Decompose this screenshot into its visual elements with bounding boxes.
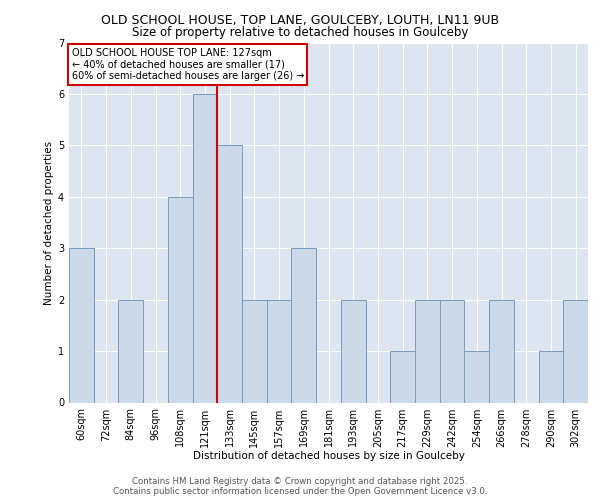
Text: OLD SCHOOL HOUSE TOP LANE: 127sqm
← 40% of detached houses are smaller (17)
60% : OLD SCHOOL HOUSE TOP LANE: 127sqm ← 40% … xyxy=(71,48,304,81)
Bar xyxy=(489,300,514,403)
Bar xyxy=(267,300,292,403)
Bar xyxy=(563,300,588,403)
Y-axis label: Number of detached properties: Number of detached properties xyxy=(44,140,54,304)
Bar xyxy=(118,300,143,403)
Text: Size of property relative to detached houses in Goulceby: Size of property relative to detached ho… xyxy=(132,26,468,39)
Bar xyxy=(440,300,464,403)
Bar xyxy=(69,248,94,402)
Bar xyxy=(539,351,563,403)
Bar xyxy=(242,300,267,403)
Bar xyxy=(193,94,217,402)
Bar xyxy=(390,351,415,403)
Bar xyxy=(464,351,489,403)
Bar xyxy=(341,300,365,403)
Bar xyxy=(217,146,242,402)
Text: Contains HM Land Registry data © Crown copyright and database right 2025.
Contai: Contains HM Land Registry data © Crown c… xyxy=(113,476,487,496)
X-axis label: Distribution of detached houses by size in Goulceby: Distribution of detached houses by size … xyxy=(193,451,464,461)
Bar xyxy=(415,300,440,403)
Bar xyxy=(168,197,193,402)
Text: OLD SCHOOL HOUSE, TOP LANE, GOULCEBY, LOUTH, LN11 9UB: OLD SCHOOL HOUSE, TOP LANE, GOULCEBY, LO… xyxy=(101,14,499,27)
Bar xyxy=(292,248,316,402)
